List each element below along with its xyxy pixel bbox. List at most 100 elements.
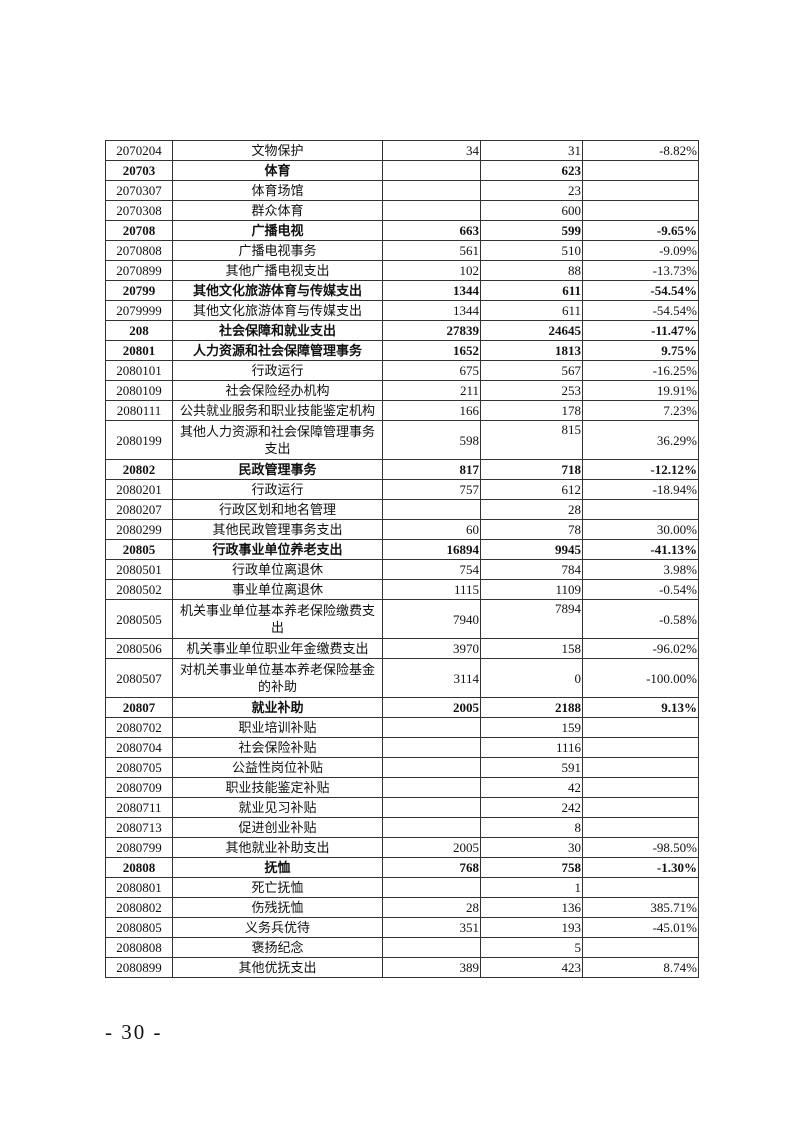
table-row-subtotal: 20703 体育 623 bbox=[105, 160, 699, 181]
table-row: 2080799 其他就业补助支出 2005 30 -98.50% bbox=[105, 837, 699, 858]
item-code-cell: 2079999 bbox=[105, 300, 173, 321]
item-code-cell: 2080502 bbox=[105, 579, 173, 600]
previous-year-cell: 28 bbox=[382, 897, 481, 918]
previous-year-cell: 757 bbox=[382, 479, 481, 500]
item-name-cell: 行政事业单位养老支出 bbox=[172, 539, 383, 560]
current-year-cell: 600 bbox=[480, 200, 583, 221]
change-rate-cell bbox=[582, 717, 699, 738]
current-year-cell: 159 bbox=[480, 717, 583, 738]
table-row: 2080507 对机关事业单位基本养老保险基金的补助 3114 0 -100.00% bbox=[105, 658, 699, 698]
change-rate-cell: -96.02% bbox=[582, 638, 699, 659]
item-code-cell: 2080101 bbox=[105, 360, 173, 381]
table-row: 2080201 行政运行 757 612 -18.94% bbox=[105, 479, 699, 500]
item-code-cell: 2070308 bbox=[105, 200, 173, 221]
item-code-cell: 2080899 bbox=[105, 957, 173, 978]
previous-year-cell bbox=[382, 160, 481, 181]
change-rate-cell: -41.13% bbox=[582, 539, 699, 560]
item-name-cell: 其他文化旅游体育与传媒支出 bbox=[172, 280, 383, 301]
change-rate-cell: -0.54% bbox=[582, 579, 699, 600]
table-row: 2080199 其他人力资源和社会保障管理事务支出 598 815 36.29% bbox=[105, 420, 699, 460]
change-rate-cell: -11.47% bbox=[582, 320, 699, 341]
item-name-cell: 公益性岗位补贴 bbox=[172, 757, 383, 778]
table-row: 2080207 行政区划和地名管理 28 bbox=[105, 499, 699, 520]
item-code-cell: 20802 bbox=[105, 459, 173, 480]
item-name-cell: 职业培训补贴 bbox=[172, 717, 383, 738]
table-row: 2080709 职业技能鉴定补贴 42 bbox=[105, 777, 699, 798]
change-rate-cell: -54.54% bbox=[582, 300, 699, 321]
previous-year-cell: 598 bbox=[382, 420, 481, 460]
item-name-cell: 其他民政管理事务支出 bbox=[172, 519, 383, 540]
item-name-cell: 褒扬纪念 bbox=[172, 937, 383, 958]
current-year-cell: 611 bbox=[480, 300, 583, 321]
table-row: 2080109 社会保险经办机构 211 253 19.91% bbox=[105, 380, 699, 401]
previous-year-cell: 561 bbox=[382, 240, 481, 261]
current-year-cell: 591 bbox=[480, 757, 583, 778]
item-code-cell: 2080201 bbox=[105, 479, 173, 500]
table-row: 2080713 促进创业补贴 8 bbox=[105, 817, 699, 838]
item-name-cell: 体育场馆 bbox=[172, 180, 383, 201]
current-year-cell: 510 bbox=[480, 240, 583, 261]
change-rate-cell bbox=[582, 757, 699, 778]
table-row: 2080702 职业培训补贴 159 bbox=[105, 717, 699, 738]
previous-year-cell: 663 bbox=[382, 220, 481, 241]
change-rate-cell: -12.12% bbox=[582, 459, 699, 480]
previous-year-cell: 768 bbox=[382, 857, 481, 878]
change-rate-cell bbox=[582, 499, 699, 520]
change-rate-cell: 385.71% bbox=[582, 897, 699, 918]
previous-year-cell bbox=[382, 817, 481, 838]
change-rate-cell: -0.58% bbox=[582, 599, 699, 639]
current-year-cell: 611 bbox=[480, 280, 583, 301]
item-name-cell: 机关事业单位职业年金缴费支出 bbox=[172, 638, 383, 659]
item-name-cell: 行政单位离退休 bbox=[172, 559, 383, 580]
change-rate-cell: -13.73% bbox=[582, 260, 699, 281]
previous-year-cell bbox=[382, 877, 481, 898]
item-name-cell: 机关事业单位基本养老保险缴费支出 bbox=[172, 599, 383, 639]
previous-year-cell: 60 bbox=[382, 519, 481, 540]
change-rate-cell bbox=[582, 877, 699, 898]
item-code-cell: 2080506 bbox=[105, 638, 173, 659]
current-year-cell: 178 bbox=[480, 400, 583, 421]
table-row: 2080111 公共就业服务和职业技能鉴定机构 166 178 7.23% bbox=[105, 400, 699, 421]
table-row: 2080899 其他优抚支出 389 423 8.74% bbox=[105, 957, 699, 978]
previous-year-cell bbox=[382, 717, 481, 738]
item-name-cell: 就业见习补贴 bbox=[172, 797, 383, 818]
change-rate-cell bbox=[582, 797, 699, 818]
current-year-cell: 0 bbox=[480, 658, 583, 698]
current-year-cell: 815 bbox=[480, 420, 583, 460]
table-row-subtotal: 20805 行政事业单位养老支出 16894 9945 -41.13% bbox=[105, 539, 699, 560]
table-row-subtotal: 20801 人力资源和社会保障管理事务 1652 1813 9.75% bbox=[105, 340, 699, 361]
previous-year-cell bbox=[382, 499, 481, 520]
item-name-cell: 伤残抚恤 bbox=[172, 897, 383, 918]
previous-year-cell: 1344 bbox=[382, 300, 481, 321]
current-year-cell: 758 bbox=[480, 857, 583, 878]
item-name-cell: 行政区划和地名管理 bbox=[172, 499, 383, 520]
item-name-cell: 义务兵优待 bbox=[172, 917, 383, 938]
item-code-cell: 2080109 bbox=[105, 380, 173, 401]
previous-year-cell bbox=[382, 937, 481, 958]
previous-year-cell: 102 bbox=[382, 260, 481, 281]
item-name-cell: 就业补助 bbox=[172, 697, 383, 718]
change-rate-cell: -9.09% bbox=[582, 240, 699, 261]
item-code-cell: 2070204 bbox=[105, 140, 173, 161]
table-row: 2080801 死亡抚恤 1 bbox=[105, 877, 699, 898]
item-name-cell: 民政管理事务 bbox=[172, 459, 383, 480]
current-year-cell: 31 bbox=[480, 140, 583, 161]
current-year-cell: 8 bbox=[480, 817, 583, 838]
current-year-cell: 9945 bbox=[480, 539, 583, 560]
item-name-cell: 事业单位离退休 bbox=[172, 579, 383, 600]
current-year-cell: 30 bbox=[480, 837, 583, 858]
table-row: 2070204 文物保护 34 31 -8.82% bbox=[105, 140, 699, 161]
item-name-cell: 其他文化旅游体育与传媒支出 bbox=[172, 300, 383, 321]
item-code-cell: 2080505 bbox=[105, 599, 173, 639]
current-year-cell: 718 bbox=[480, 459, 583, 480]
change-rate-cell: 30.00% bbox=[582, 519, 699, 540]
previous-year-cell: 27839 bbox=[382, 320, 481, 341]
change-rate-cell bbox=[582, 160, 699, 181]
page-number: - 30 - bbox=[105, 1020, 163, 1044]
table-row-subtotal: 20807 就业补助 2005 2188 9.13% bbox=[105, 697, 699, 718]
item-name-cell: 职业技能鉴定补贴 bbox=[172, 777, 383, 798]
current-year-cell: 1813 bbox=[480, 340, 583, 361]
table-row: 2080505 机关事业单位基本养老保险缴费支出 7940 7894 -0.58% bbox=[105, 599, 699, 639]
change-rate-cell: -16.25% bbox=[582, 360, 699, 381]
change-rate-cell bbox=[582, 200, 699, 221]
